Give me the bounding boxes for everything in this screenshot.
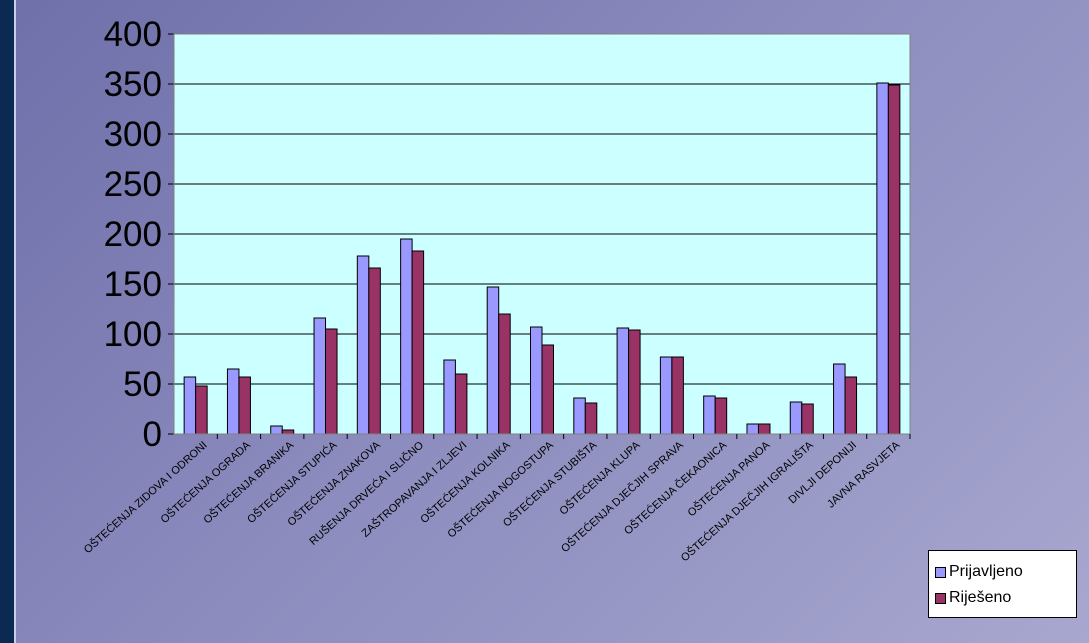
bar-prijavljeno [226,368,240,435]
bar-prijavljeno [313,317,327,435]
left-border-bar [0,0,16,643]
bar-rijeseno [411,250,425,435]
bar-rijeseno [584,402,598,435]
bar-prijavljeno [746,423,759,435]
axes [173,33,911,439]
bar-prijavljeno [876,82,889,435]
y-tick-label: 400 [104,15,162,54]
legend-label: Riješeno [949,589,1012,606]
y-tick-label: 250 [104,165,162,204]
bar-rijeseno [454,373,468,435]
plot-border [173,33,911,435]
bar-rijeseno [498,313,511,435]
bar-prijavljeno [616,327,630,435]
bars [183,82,901,435]
bar-rijeseno [195,385,208,435]
bar-rijeseno [238,376,251,435]
bar-prijavljeno [573,397,586,435]
legend-swatch [935,592,946,604]
bar-rijeseno [281,429,295,435]
bar-prijavljeno [400,238,413,435]
bar-prijavljeno [703,395,716,435]
x-category-label: OŠTEĆENJA PANOA [685,438,773,519]
bar-rijeseno [887,84,901,435]
bar-rijeseno [541,344,554,435]
bar-rijeseno [325,328,338,435]
bar-rijeseno [628,329,641,435]
legend-swatch [935,566,946,578]
y-tick-label: 350 [104,65,162,104]
x-category-label: JAVNA RASVJETA [825,439,903,511]
legend-item-series-2: Riješeno [935,585,1076,611]
legend-label: Prijavljeno [949,563,1023,580]
bar-prijavljeno [530,326,543,435]
bar-rijeseno [801,403,814,435]
y-tick-label: 100 [104,315,162,354]
bar-prijavljeno [356,255,370,435]
legend: Prijavljeno Riješeno [928,550,1077,618]
legend-item-series-1: Prijavljeno [935,559,1076,585]
bar-prijavljeno [833,363,846,435]
y-tick-label: 200 [104,215,162,254]
bar-prijavljeno [659,356,673,435]
y-axis-tick-labels: 0 50 100 150 200 250 300 350 400 [104,15,162,454]
bar-rijeseno [844,376,858,435]
x-category-label: OŠTEĆENJA KLUPA [557,438,643,518]
y-tick-label: 300 [104,115,162,154]
y-tick-label: 0 [143,415,162,454]
bar-prijavljeno [443,359,456,435]
bar-rijeseno [714,397,728,435]
bar-prijavljeno [270,425,283,435]
bar-prijavljeno [789,401,803,435]
bar-prijavljeno [486,286,500,435]
y-tick-label: 150 [104,265,162,304]
y-tick-label: 50 [123,365,162,404]
bar-prijavljeno [183,376,197,435]
bar-rijeseno [671,356,684,435]
bar-rijeseno [757,423,771,435]
bar-rijeseno [368,267,381,435]
